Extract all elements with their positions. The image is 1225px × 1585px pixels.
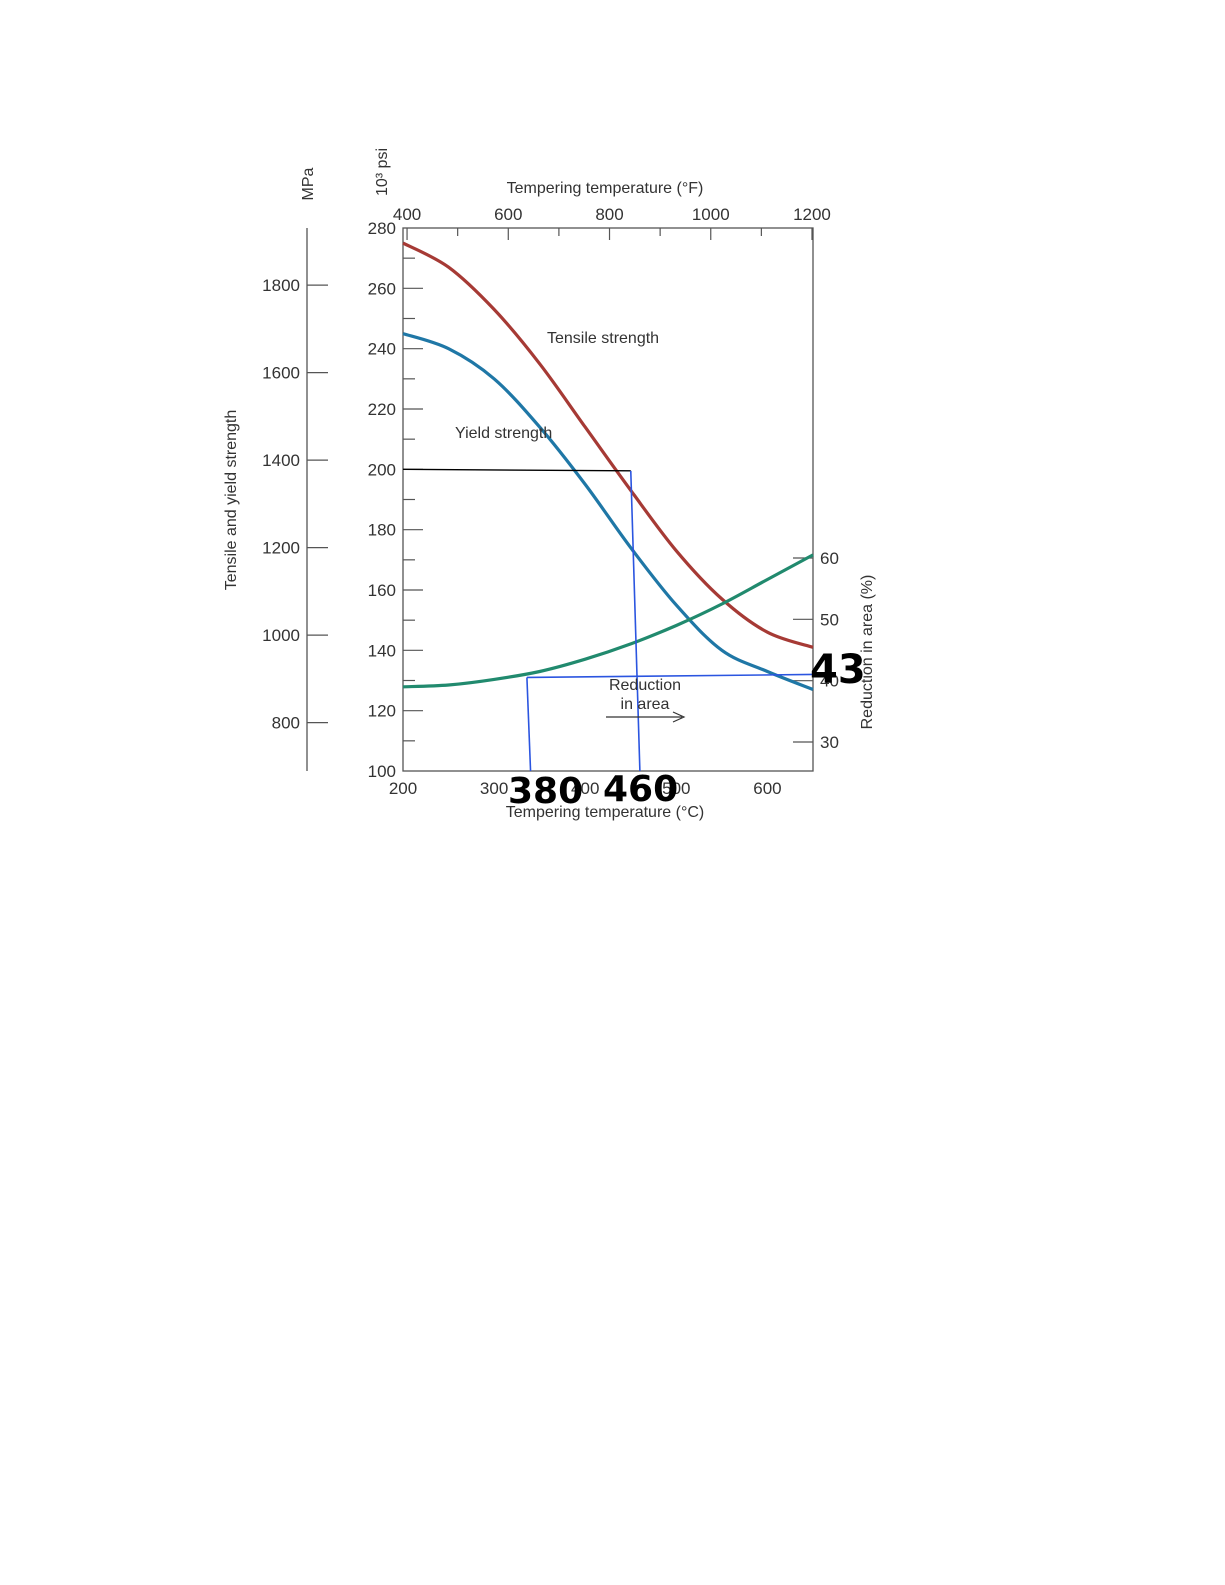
- y-ksi-tick-label: 120: [368, 702, 396, 721]
- reduction-in-area-line: [402, 553, 814, 689]
- y-mpa-tick-label: 800: [272, 714, 300, 733]
- x-top-tick-label: 600: [494, 205, 522, 224]
- annotation-black-line: [402, 468, 631, 472]
- y-ksi-tick-label: 140: [368, 641, 396, 660]
- x-bottom-tick-label: 300: [480, 779, 508, 798]
- y-ksi-tick-label: 240: [368, 340, 396, 359]
- annotation-blue-line: [526, 673, 814, 679]
- annotation-layer: [402, 468, 814, 772]
- y-mpa-tick-label: 1800: [262, 276, 300, 295]
- y-left-axis-title: Tensile and yield strength: [223, 410, 240, 591]
- y-right-tick-label: 60: [820, 549, 839, 568]
- x-top-tick-label: 1200: [793, 205, 831, 224]
- y-mpa-tick-label: 1400: [262, 451, 300, 470]
- y-right-tick-label: 40: [820, 672, 839, 691]
- x-top-tick-label: 800: [595, 205, 623, 224]
- y-ksi-tick-label: 260: [368, 279, 396, 298]
- y-ksi-tick-label: 220: [368, 400, 396, 419]
- reduction-label-line1: Reduction: [609, 677, 681, 694]
- y-ksi-tick-label: 160: [368, 581, 396, 600]
- y-right-tick-label: 50: [820, 610, 839, 629]
- annotation-blue-line: [526, 677, 532, 772]
- y-right-axis-title: Reduction in area (%): [859, 575, 876, 730]
- ticks-layer: 200 300 400 500 600 400 600 800 1000 1200 100 120 14…: [262, 205, 839, 798]
- y-right-tick-label: 30: [820, 733, 839, 752]
- hand-value-460: 460: [603, 769, 678, 810]
- x-bottom-tick-label: 200: [389, 779, 417, 798]
- y-mpa-tick-label: 1200: [262, 539, 300, 558]
- annotation-blue-line: [629, 470, 641, 772]
- y-mpa-unit-label: MPa: [300, 167, 317, 200]
- y-ksi-tick-label: 180: [368, 521, 396, 540]
- x-bottom-axis-title: Tempering temperature (°C): [506, 804, 704, 821]
- x-top-tick-label: 1000: [692, 205, 730, 224]
- y-ksi-tick-label: 200: [368, 460, 396, 479]
- tensile-strength-label: Tensile strength: [547, 330, 659, 347]
- yield-strength-line: [402, 332, 814, 691]
- yield-strength-label: Yield strength: [455, 425, 552, 442]
- x-top-axis-title: Tempering temperature (°F): [507, 180, 704, 197]
- x-top-tick-label: 400: [393, 205, 421, 224]
- y-ksi-unit-label: 10³ psi: [374, 148, 391, 196]
- hand-value-43: 43: [810, 647, 866, 693]
- x-bottom-tick-label: 600: [753, 779, 781, 798]
- y-mpa-tick-label: 1600: [262, 364, 300, 383]
- hand-value-380: 380: [508, 771, 583, 812]
- y-ksi-tick-label: 100: [368, 762, 396, 781]
- x-bottom-tick-label: 400: [571, 779, 599, 798]
- tensile-strength-line: [402, 241, 814, 649]
- y-mpa-tick-label: 1000: [262, 626, 300, 645]
- reduction-label-line2: in area: [621, 696, 670, 713]
- arrow-right-icon: [606, 711, 686, 723]
- y-ksi-tick-label: 280: [368, 219, 396, 238]
- x-bottom-tick-label: 500: [662, 779, 690, 798]
- series-layer: [402, 241, 814, 691]
